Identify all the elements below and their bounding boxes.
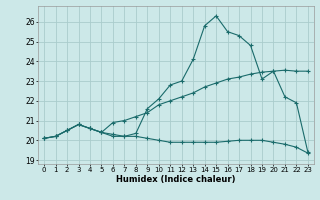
X-axis label: Humidex (Indice chaleur): Humidex (Indice chaleur): [116, 175, 236, 184]
